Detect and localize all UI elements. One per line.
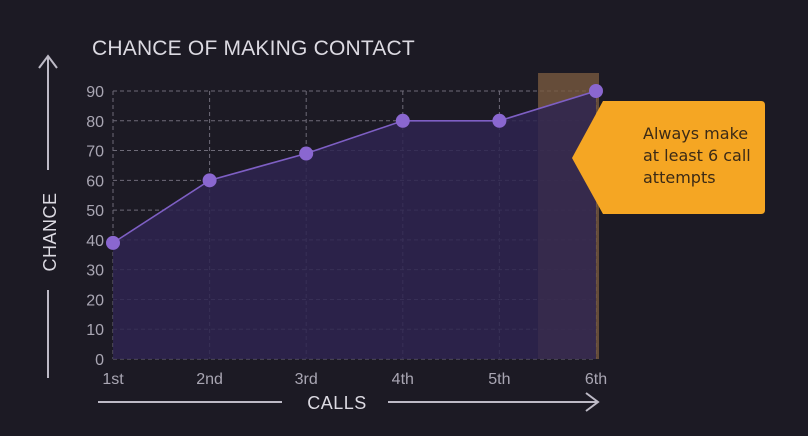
series-line (112, 90, 597, 244)
y-tick-label: 0 (95, 352, 104, 369)
y-tick-label: 10 (86, 322, 104, 339)
callout-line-1: Always make (643, 124, 748, 143)
data-point (589, 84, 603, 98)
area-layer (113, 91, 596, 359)
x-tick-label: 2nd (196, 371, 223, 388)
line-layer (112, 90, 597, 244)
callout-line-3: attempts (643, 168, 716, 187)
y-axis-label: CHANCE (40, 192, 60, 271)
data-point (492, 113, 507, 128)
callout-line-2: at least 6 call (643, 146, 751, 165)
x-axis-arrow (98, 392, 600, 412)
chart-title: CHANCE OF MAKING CONTACT (92, 37, 415, 60)
callout: Always make at least 6 call attempts (572, 101, 765, 214)
x-tick-label: 5th (488, 371, 510, 388)
x-ticks: 1st 2nd 3rd 4th 5th 6th (102, 371, 607, 388)
y-axis-arrow (38, 54, 58, 378)
x-axis-label: CALLS (307, 393, 367, 413)
y-tick-label: 20 (86, 292, 104, 309)
x-tick-label: 1st (102, 371, 124, 388)
data-point (202, 173, 217, 188)
y-tick-label: 30 (86, 263, 104, 280)
x-tick-label: 4th (392, 371, 414, 388)
data-point (299, 146, 314, 161)
y-tick-label: 40 (86, 233, 104, 250)
y-tick-label: 90 (86, 84, 104, 101)
y-tick-label: 60 (86, 173, 104, 190)
data-point (395, 113, 410, 128)
points-layer (106, 84, 603, 250)
area-fill (113, 91, 596, 359)
callout-box (572, 101, 765, 214)
y-tick-label: 70 (86, 144, 104, 161)
y-tick-label: 80 (86, 114, 104, 131)
x-tick-label: 3rd (295, 371, 318, 388)
data-point (106, 235, 120, 250)
y-tick-label: 50 (86, 203, 104, 220)
x-tick-label: 6th (585, 371, 607, 388)
y-ticks: 0 10 20 30 40 50 60 70 80 90 (86, 84, 104, 369)
